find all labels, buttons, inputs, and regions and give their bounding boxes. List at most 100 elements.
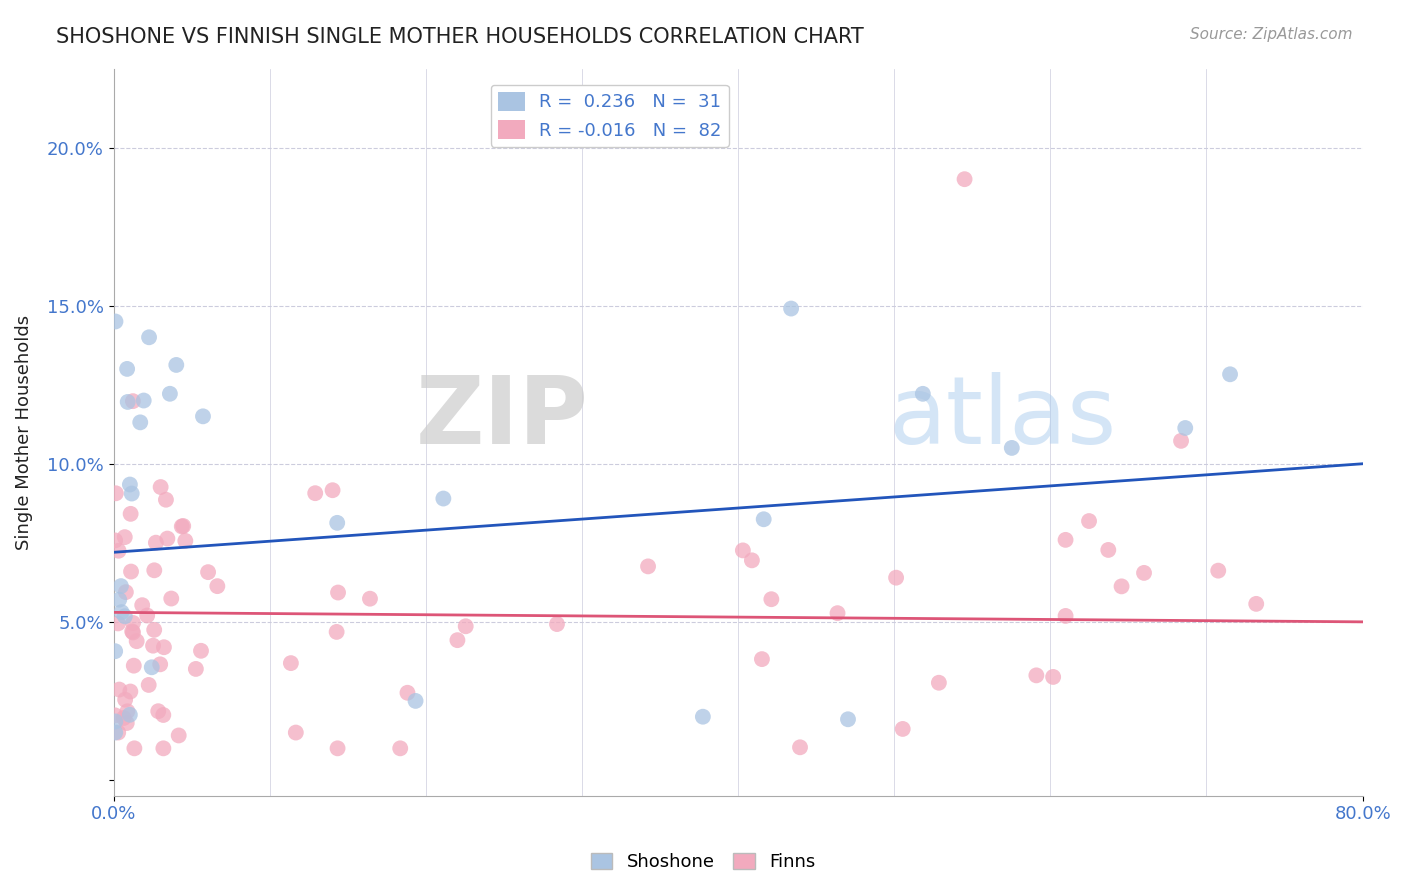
Point [891,722,914,736]
Point [1219,368,1241,382]
Point [546,617,568,632]
Point [454,619,477,633]
Point [129,416,152,430]
Point [104,533,127,548]
Point [167,729,190,743]
Point [326,741,349,756]
Point [1174,421,1197,435]
Point [789,740,811,755]
Point [190,644,212,658]
Y-axis label: Single Mother Households: Single Mother Households [15,315,32,549]
Point [152,741,174,756]
Point [322,483,344,498]
Point [731,543,754,558]
Point [131,598,153,612]
Point [152,708,174,723]
Point [359,591,381,606]
Point [122,394,145,409]
Point [396,686,419,700]
Point [125,634,148,648]
Point [326,516,349,530]
Point [156,532,179,546]
Point [752,512,775,526]
Point [884,571,907,585]
Point [118,477,141,491]
Point [1244,597,1267,611]
Point [827,606,849,620]
Point [114,609,136,624]
Point [104,714,127,729]
Point [112,711,135,725]
Point [326,585,349,599]
Point [153,640,176,655]
Point [780,301,803,316]
Point [108,592,131,607]
Point [325,624,347,639]
Point [117,704,139,718]
Point [148,704,170,718]
Point [1078,514,1101,528]
Point [121,486,143,500]
Point [107,725,129,739]
Point [149,480,172,494]
Point [174,533,197,548]
Point [1001,441,1024,455]
Text: Source: ZipAtlas.com: Source: ZipAtlas.com [1189,27,1353,42]
Point [132,393,155,408]
Legend: Shoshone, Finns: Shoshone, Finns [583,846,823,879]
Text: atlas: atlas [889,372,1116,464]
Text: SHOSHONE VS FINNISH SINGLE MOTHER HOUSEHOLDS CORRELATION CHART: SHOSHONE VS FINNISH SINGLE MOTHER HOUSEH… [56,27,865,46]
Point [207,579,229,593]
Point [114,530,136,544]
Point [104,708,127,723]
Point [115,716,138,731]
Point [837,712,859,726]
Point [165,358,187,372]
Point [197,565,219,579]
Point [446,633,468,648]
Point [761,592,783,607]
Point [1054,609,1077,624]
Point [104,644,127,658]
Point [115,585,138,599]
Point [122,658,145,673]
Point [122,615,145,630]
Point [953,172,976,186]
Point [405,694,427,708]
Point [120,684,142,698]
Point [1025,668,1047,682]
Point [138,678,160,692]
Point [284,725,307,739]
Text: ZIP: ZIP [415,372,588,464]
Point [1097,543,1119,558]
Point [120,565,142,579]
Point [155,492,177,507]
Point [136,608,159,623]
Point [1170,434,1192,448]
Point [159,386,181,401]
Point [170,519,193,533]
Point [115,362,138,376]
Point [143,563,166,577]
Point [149,657,172,672]
Point [124,741,146,756]
Point [104,725,127,739]
Point [110,579,132,593]
Point [928,675,950,690]
Point [107,543,129,558]
Point [432,491,454,506]
Point [117,395,139,409]
Point [121,624,143,639]
Point [114,692,136,706]
Point [692,709,714,723]
Point [110,605,132,619]
Point [172,519,194,533]
Point [120,507,142,521]
Point [1133,566,1156,580]
Point [142,639,165,653]
Point [145,535,167,549]
Point [138,330,160,344]
Point [184,662,207,676]
Point [104,314,127,328]
Point [141,660,163,674]
